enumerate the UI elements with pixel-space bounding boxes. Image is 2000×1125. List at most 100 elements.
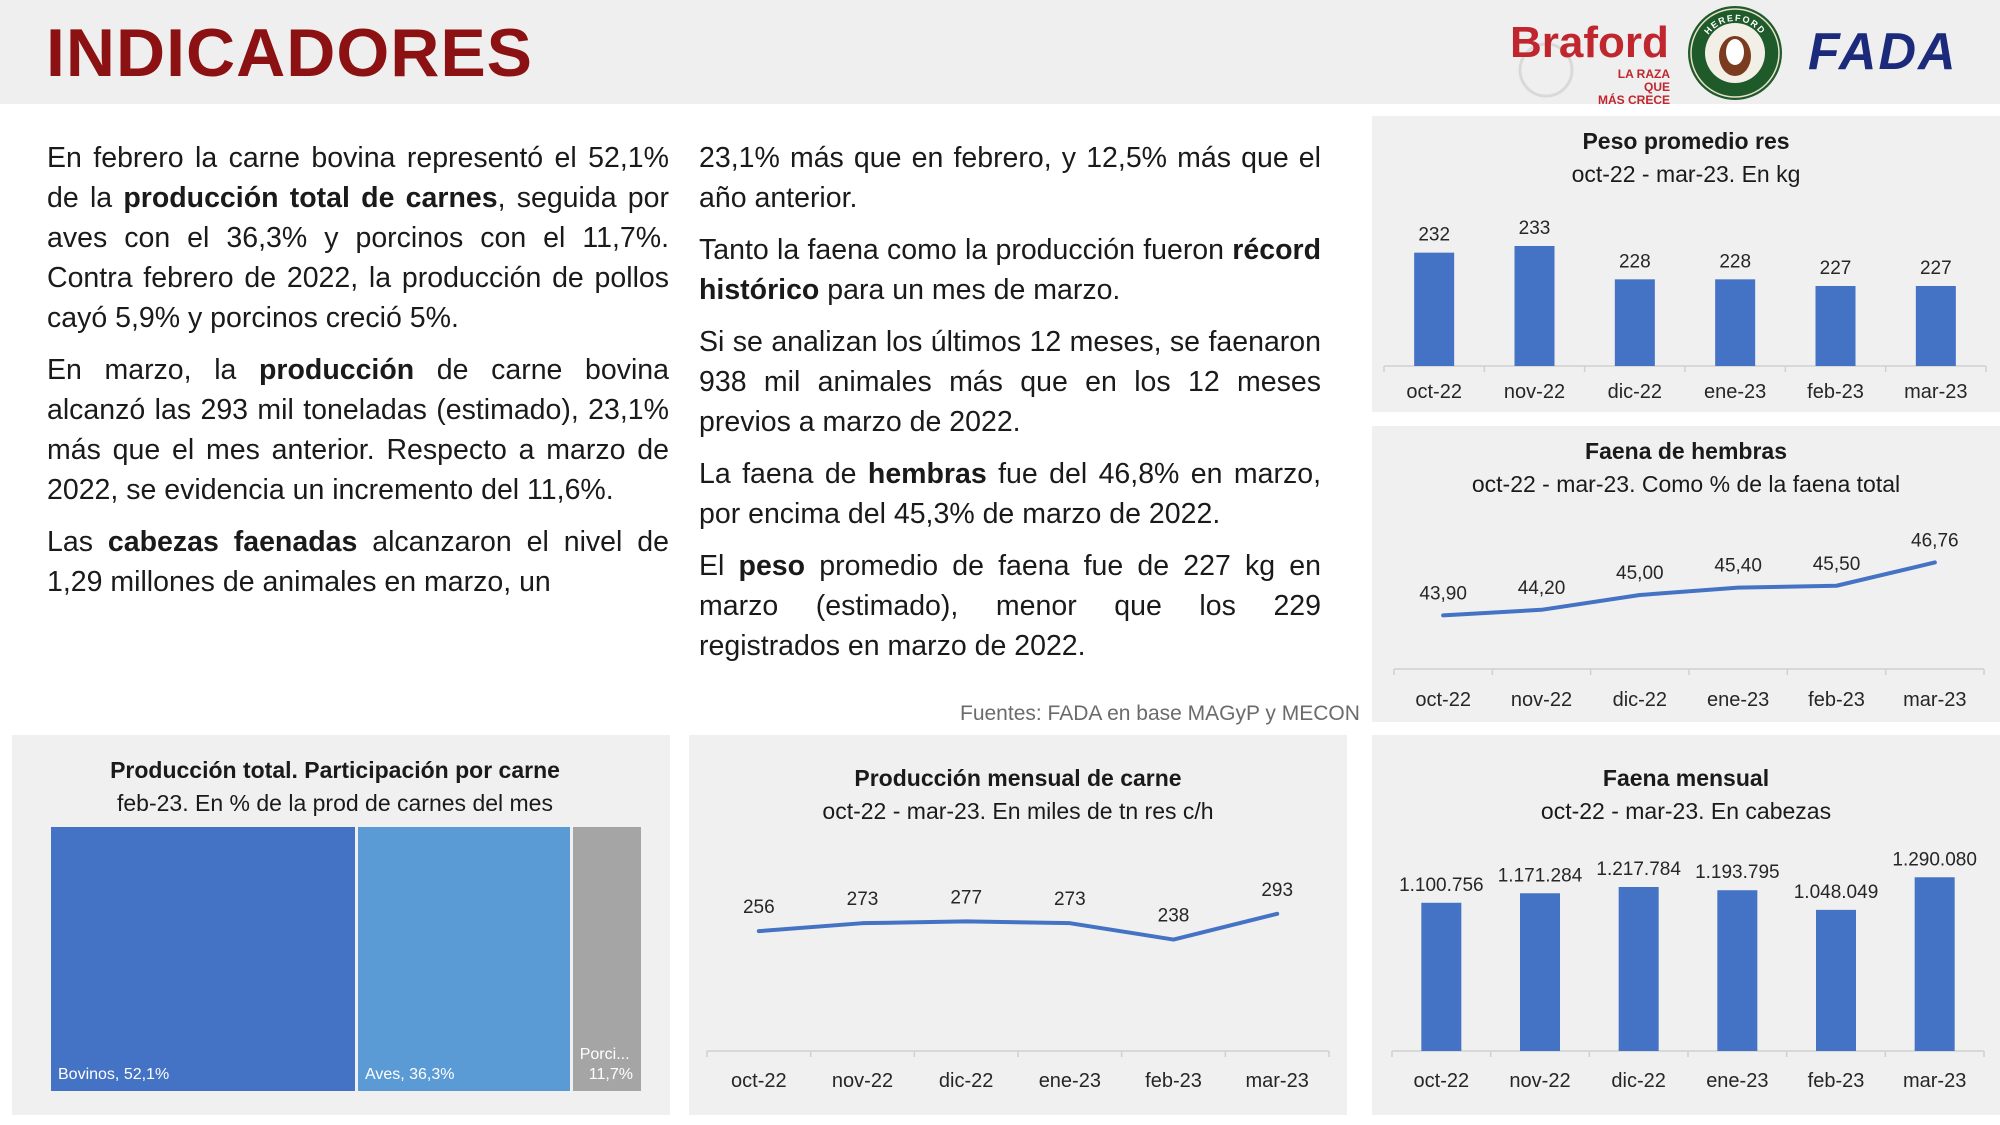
x-tick-label: dic-22 xyxy=(1608,381,1662,403)
paragraph: Si se analizan los últimos 12 meses, se … xyxy=(699,326,1321,438)
x-tick-label: dic-22 xyxy=(1613,689,1667,711)
data-label: 277 xyxy=(950,887,982,908)
hereford-logo: HEREFORD xyxy=(1686,4,1784,102)
line-chart-produccion: oct-22 nov-22 dic-22 ene-23 feb-23 mar-23 256 2… xyxy=(706,880,1330,1092)
chart-subtitle: oct-22 - mar-23. En cabezas xyxy=(1540,798,1832,824)
x-tick-label: ene-23 xyxy=(1707,689,1769,711)
chart-panel-faena: Faena mensual oct-22 - mar-23. En cabeza… xyxy=(1372,735,2000,1115)
x-tick-label: dic-22 xyxy=(939,1070,993,1092)
paragraph: 23,1% más que en febrero, y 12,5% más qu… xyxy=(699,142,1321,214)
x-tick-label: nov-22 xyxy=(832,1070,893,1092)
x-tick-label: feb-23 xyxy=(1808,689,1865,711)
data-label: 1.290.080 xyxy=(1892,849,1977,870)
data-label: 238 xyxy=(1158,906,1190,927)
sources-note: Fuentes: FADA en base MAGyP y MECON xyxy=(960,702,1360,725)
data-label: 1.217.784 xyxy=(1596,859,1681,880)
braford-tagline-2: MÁS CRECE xyxy=(1597,93,1670,107)
x-tick-label: ene-23 xyxy=(1704,381,1766,403)
paragraph: La faena de hembras fue del 46,8% en mar… xyxy=(699,458,1321,530)
x-tick-label: feb-23 xyxy=(1807,381,1864,403)
chart-panel-produccion: Producción mensual de carne oct-22 - mar… xyxy=(689,735,1347,1115)
chart-panel-peso: Peso promedio res oct-22 - mar-23. En kg… xyxy=(1372,116,2000,412)
chart-title: Producción total. Participación por carn… xyxy=(110,757,560,783)
bar xyxy=(1717,890,1758,1051)
data-label: 43,90 xyxy=(1419,583,1467,604)
x-tick-label: oct-22 xyxy=(1406,381,1462,403)
line-chart-hembras: oct-22 nov-22 dic-22 ene-23 feb-23 mar-23 43,9… xyxy=(1393,530,1985,711)
x-tick-label: oct-22 xyxy=(731,1070,787,1092)
data-label: 227 xyxy=(1820,258,1852,279)
bar xyxy=(1421,902,1462,1051)
data-label: 46,76 xyxy=(1911,530,1959,551)
chart-subtitle: feb-23. En % de la prod de carnes del me… xyxy=(117,790,553,816)
treemap-label: Bovinos, 52,1% xyxy=(58,1066,170,1083)
text-column-left: En febrero la carne bovina representó el… xyxy=(47,138,669,614)
x-tick-label: nov-22 xyxy=(1509,1070,1570,1092)
data-label: 45,40 xyxy=(1714,556,1762,577)
bar xyxy=(1618,887,1659,1051)
treemap-cell: Porci... 11,7% xyxy=(572,827,641,1091)
data-label: 1.171.284 xyxy=(1498,865,1583,886)
treemap-cell: Aves, 36,3% xyxy=(357,827,570,1091)
fada-logo-name: FADA xyxy=(1808,23,1958,81)
x-tick-label: ene-23 xyxy=(1706,1070,1768,1092)
treemap-label-line: 11,7% xyxy=(588,1066,633,1083)
data-label: 1.193.795 xyxy=(1695,862,1780,883)
chart-title: Producción mensual de carne xyxy=(854,765,1182,791)
paragraph: En febrero la carne bovina representó el… xyxy=(47,142,669,334)
bar xyxy=(1614,279,1655,366)
braford-logo-tagline: LA RAZA QUE MÁS CRECE xyxy=(1596,68,1670,107)
treemap-label: Aves, 36,3% xyxy=(364,1066,455,1083)
chart-panel-hembras: Faena de hembras oct-22 - mar-23. Como %… xyxy=(1372,426,2000,722)
treemap-chart: Bovinos, 52,1% Aves, 36,3% Porci... 11,7% xyxy=(51,827,641,1091)
paragraph: En marzo, la producción de carne bovina … xyxy=(47,354,669,506)
data-label: 273 xyxy=(1054,889,1086,910)
chart-title: Faena mensual xyxy=(1602,765,1770,791)
x-tick-label: oct-22 xyxy=(1414,1070,1470,1092)
series-line xyxy=(756,911,1280,942)
x-tick-label: feb-23 xyxy=(1145,1070,1202,1092)
x-tick-label: nov-22 xyxy=(1504,381,1565,403)
data-label: 233 xyxy=(1519,218,1551,239)
braford-logo: Braford LA RAZA QUE MÁS CRECE xyxy=(1506,18,1674,107)
data-label: 232 xyxy=(1418,225,1450,246)
bar xyxy=(1914,877,1955,1051)
bar xyxy=(1815,286,1856,366)
bar-chart-faena: oct-22 nov-22 dic-22 ene-23 feb-23 mar-23 1.10… xyxy=(1391,849,1985,1092)
x-tick-label: mar-23 xyxy=(1904,381,1967,403)
paragraph: Las cabezas faenadas alcanzaron el nivel… xyxy=(47,526,669,598)
header-bar xyxy=(0,0,2000,104)
chart-subtitle: oct-22 - mar-23. En kg xyxy=(1571,161,1801,187)
chart-title: Faena de hembras xyxy=(1585,438,1787,464)
braford-logo-swirl xyxy=(1518,42,1574,98)
chart-subtitle: oct-22 - mar-23. En miles de tn res c/h xyxy=(822,798,1214,824)
bar-chart-peso: oct-22 nov-22 dic-22 ene-23 feb-23 mar-23 232 2… xyxy=(1383,218,1987,403)
data-label: 293 xyxy=(1261,880,1293,901)
data-label: 44,20 xyxy=(1518,578,1566,599)
braford-logo-name: Braford xyxy=(1510,18,1669,67)
treemap-label: Porci... 11,7% xyxy=(580,1045,635,1085)
bar xyxy=(1520,893,1560,1051)
bar xyxy=(1915,286,1956,366)
bar xyxy=(1414,252,1455,366)
x-tick-label: ene-23 xyxy=(1039,1070,1101,1092)
data-label: 228 xyxy=(1619,251,1651,272)
bar xyxy=(1816,909,1856,1051)
chart-title: Peso promedio res xyxy=(1582,128,1790,154)
x-tick-label: oct-22 xyxy=(1415,689,1471,711)
page-title: INDICADORES xyxy=(46,15,534,91)
x-tick-label: feb-23 xyxy=(1808,1070,1865,1092)
data-label: 227 xyxy=(1920,258,1952,279)
x-tick-label: nov-22 xyxy=(1511,689,1572,711)
series-line xyxy=(1441,560,1937,618)
treemap-cell: Bovinos, 52,1% xyxy=(51,827,355,1091)
fada-logo: FADA xyxy=(1808,22,1970,82)
treemap-label-line: Porci... xyxy=(579,1046,630,1063)
data-label: 273 xyxy=(847,889,879,910)
paragraph: El peso promedio de faena fue de 227 kg … xyxy=(699,550,1321,662)
data-label: 1.100.756 xyxy=(1399,875,1484,896)
data-label: 45,00 xyxy=(1616,563,1664,584)
data-label: 256 xyxy=(743,897,775,918)
bar xyxy=(1715,279,1756,366)
paragraph: Tanto la faena como la producción fueron… xyxy=(699,234,1321,306)
